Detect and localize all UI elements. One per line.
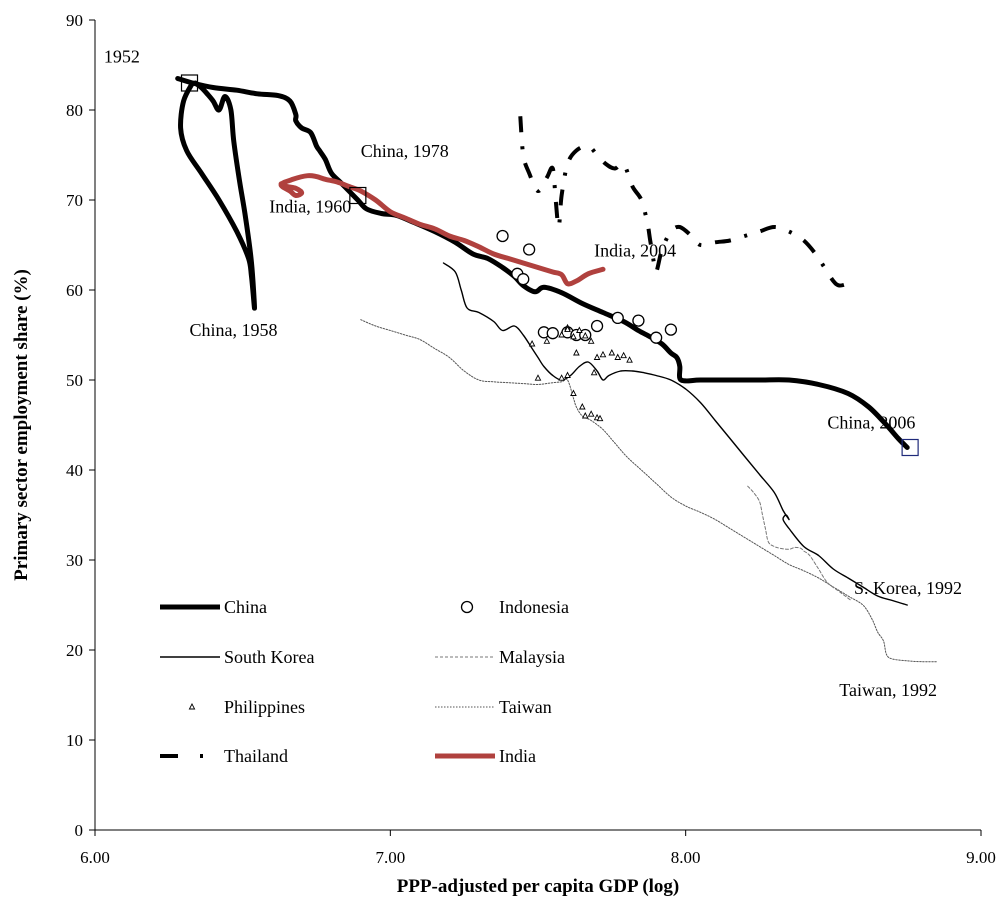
legend-label: Philippines [224, 697, 305, 717]
legend-label: South Korea [224, 647, 314, 667]
annotation-taiwan-1992: Taiwan, 1992 [839, 680, 937, 700]
x-axis-title: PPP-adjusted per capita GDP (log) [397, 876, 680, 897]
philippines-point [573, 349, 580, 356]
legend-label: Thailand [224, 746, 288, 766]
legend-label: Malaysia [499, 647, 565, 667]
legend-item-indonesia: Indonesia [460, 597, 569, 617]
legend-item-taiwan: Taiwan [435, 697, 552, 717]
y-tick-label: 0 [75, 821, 84, 840]
philippines-point [587, 337, 595, 344]
highlight-box [901, 438, 919, 457]
philippines-point [593, 353, 601, 360]
philippines-point [570, 389, 577, 396]
x-tick-label: 6.00 [80, 848, 110, 867]
series-malaysia-line [747, 485, 852, 601]
philippines-point [581, 331, 589, 339]
indonesia-point [522, 243, 536, 256]
indonesia-point [496, 229, 509, 243]
y-axis-title: Primary sector employment share (%) [11, 269, 32, 581]
philippines-point [614, 353, 622, 360]
annotations: 1952 China, 1978 India, 1960 India, 2004 Chi… [104, 46, 962, 700]
legend-item-philippines: Philippines [188, 697, 305, 717]
philippines-point [558, 331, 565, 338]
philippines-point [590, 368, 598, 376]
x-tick-label: 9.00 [966, 848, 996, 867]
legend-marker [188, 703, 196, 710]
series-india-line [278, 173, 606, 287]
philippines-point [581, 412, 589, 419]
series-china-line [178, 80, 257, 311]
philippines-point [608, 349, 616, 356]
y-tick-label: 30 [66, 551, 83, 570]
annotation-india-2004: India, 2004 [594, 241, 676, 261]
y-tick-label: 90 [66, 11, 83, 30]
legend-item-thailand: Thailand [160, 746, 288, 766]
philippines-point [570, 332, 577, 340]
legend-label: China [224, 597, 267, 617]
indonesia-point [517, 273, 530, 286]
annotation-india-1960: India, 1960 [269, 197, 351, 217]
legend: China Indonesia South Korea Malaysia Philipp… [160, 597, 569, 766]
philippines-point [626, 356, 633, 363]
philippines-point [528, 340, 536, 347]
y-tick-label: 50 [66, 371, 83, 390]
y-tick-label: 60 [66, 281, 83, 300]
y-tick-label: 70 [66, 191, 83, 210]
series-thailand-line [518, 116, 858, 288]
philippines-point [564, 371, 571, 378]
philippines-point [578, 403, 586, 410]
indonesia-point [649, 331, 663, 344]
annotation-china-2006: China, 2006 [827, 413, 915, 433]
annotation-1952: 1952 [104, 46, 140, 66]
philippines-point [599, 350, 607, 358]
philippines-point [620, 351, 627, 359]
legend-item-malaysia: Malaysia [435, 647, 565, 667]
indonesia-point [590, 319, 604, 333]
annotation-china-1958: China, 1958 [190, 320, 278, 340]
philippines-point [564, 325, 571, 333]
legend-label: Taiwan [499, 697, 552, 717]
x-tick-label: 8.00 [671, 848, 701, 867]
philippines-point [534, 374, 542, 381]
legend-label: Indonesia [499, 597, 569, 617]
ticks: 0 10 20 30 40 50 60 70 80 90 6.00 7.00 8.00 9.00 [66, 11, 996, 867]
indonesia-point [611, 311, 624, 325]
series-south-korea-line [442, 262, 908, 606]
highlight-boxes [180, 74, 919, 457]
legend-item-india: India [435, 746, 536, 766]
series-philippines [528, 323, 633, 422]
philippines-point [576, 326, 583, 333]
y-tick-label: 10 [66, 731, 83, 750]
philippines-point [558, 374, 565, 381]
y-tick-label: 20 [66, 641, 83, 660]
highlight-box [180, 74, 199, 92]
legend-item-china: China [160, 597, 267, 617]
annotation-china-1978: China, 1978 [361, 141, 449, 161]
annotation-s-korea-1992: S. Korea, 1992 [854, 578, 962, 598]
indonesia-point [632, 314, 645, 327]
highlight-box [349, 186, 367, 205]
series-layer [175, 76, 938, 663]
philippines-point [596, 414, 604, 422]
indonesia-point [546, 327, 559, 340]
legend-marker [460, 600, 474, 614]
legend-item-south-korea: South Korea [160, 647, 314, 667]
series-china-line [175, 76, 910, 450]
philippines-point [543, 337, 551, 344]
y-tick-label: 40 [66, 461, 83, 480]
indonesia-point [664, 323, 678, 336]
axes [94, 20, 981, 831]
series-indonesia [496, 229, 678, 344]
y-tick-label: 80 [66, 101, 83, 120]
philippines-point [587, 410, 595, 417]
x-tick-label: 7.00 [375, 848, 405, 867]
legend-label: India [499, 746, 536, 766]
series-taiwan-line [360, 319, 938, 663]
